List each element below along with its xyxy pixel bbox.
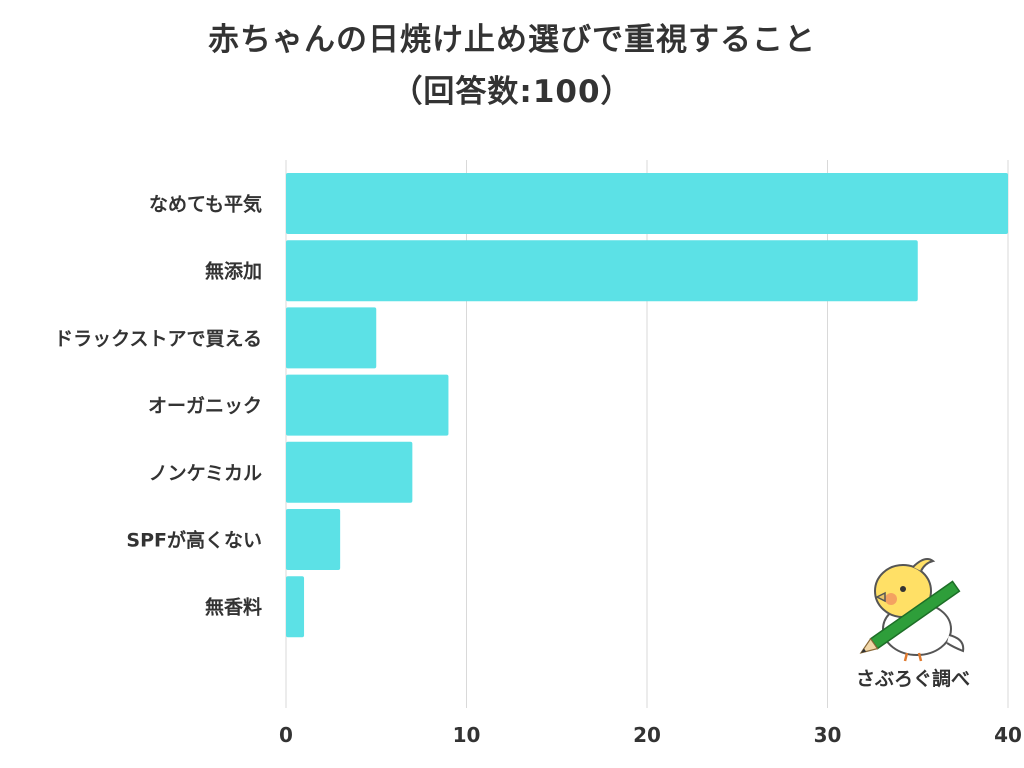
x-tick-label: 10 bbox=[453, 723, 481, 747]
bar bbox=[286, 307, 377, 369]
chart-title: 赤ちゃんの日焼け止め選びで重視すること bbox=[208, 22, 816, 58]
bar bbox=[286, 509, 341, 570]
bar bbox=[286, 576, 305, 638]
category-label: SPFが高くない bbox=[126, 529, 262, 552]
bar bbox=[286, 374, 449, 436]
bar bbox=[286, 441, 413, 503]
category-label: ノンケミカル bbox=[149, 462, 262, 484]
x-tick-label: 30 bbox=[814, 723, 842, 747]
x-tick-label: 40 bbox=[994, 723, 1022, 747]
bird-mascot-icon bbox=[859, 558, 965, 662]
bar bbox=[286, 240, 918, 302]
category-label: オーガニック bbox=[148, 395, 262, 417]
x-tick-label: 20 bbox=[633, 723, 661, 747]
x-tick-label: 0 bbox=[279, 723, 293, 747]
bar bbox=[286, 173, 1008, 234]
chart-subtitle: （回答数:100） bbox=[391, 74, 633, 110]
category-label: ドラックストアで買える bbox=[54, 328, 262, 350]
category-label: なめても平気 bbox=[149, 193, 262, 216]
category-label: 無香料 bbox=[205, 596, 262, 619]
source-credit: さぶろぐ調べ bbox=[855, 668, 970, 690]
category-label: 無添加 bbox=[205, 260, 262, 283]
